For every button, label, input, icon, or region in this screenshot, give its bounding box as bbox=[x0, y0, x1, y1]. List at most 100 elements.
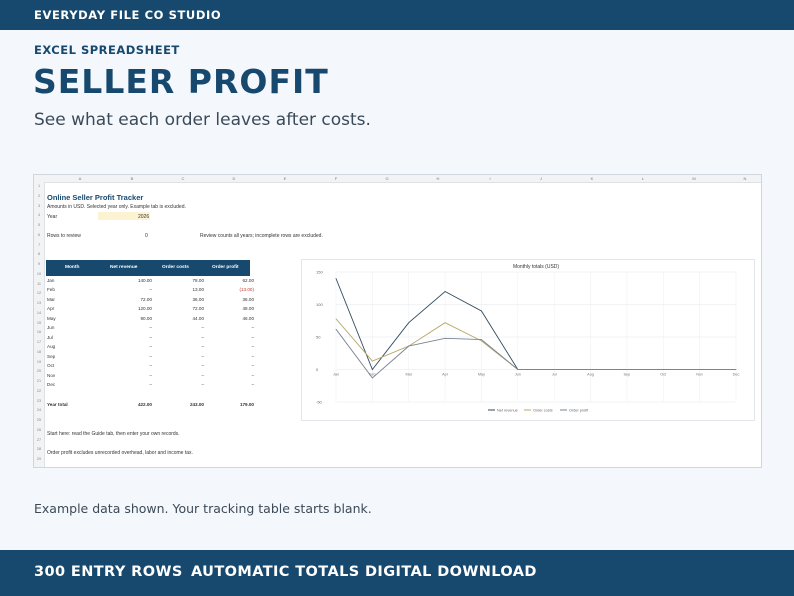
x-tick-label: Jan bbox=[333, 373, 339, 377]
column-header-bar: A B C D E F G H I J K L M N bbox=[34, 175, 761, 183]
table-header: Month Net revenue Order costs Order prof… bbox=[46, 260, 250, 276]
order-profit-cell: 36.00 bbox=[242, 296, 255, 302]
footnote: Example data shown. Your tracking table … bbox=[34, 501, 372, 516]
column-letter-n: N bbox=[743, 176, 747, 181]
x-tick-label: Nov bbox=[696, 373, 703, 377]
data-point bbox=[517, 369, 519, 370]
row-number: 7 bbox=[37, 242, 41, 247]
net-revenue-cell: – bbox=[149, 325, 152, 331]
data-point bbox=[662, 369, 664, 370]
series-line-order-costs bbox=[335, 318, 736, 370]
y-tick-label: 100 bbox=[316, 302, 323, 307]
order-profit-cell: – bbox=[251, 363, 254, 369]
table-row[interactable]: Jan 140.00 78.00 62.00 bbox=[46, 276, 254, 285]
table-row[interactable]: Nov – – – bbox=[46, 371, 254, 380]
legend-label: Net revenue bbox=[497, 409, 518, 413]
series-line-net-revenue bbox=[335, 278, 736, 371]
data-point bbox=[553, 369, 555, 370]
month-cell: Dec bbox=[47, 381, 56, 387]
y-tick-label: -50 bbox=[316, 400, 323, 405]
total-row[interactable]: Year total 422.00 243.00 179.00 bbox=[46, 400, 254, 409]
row-number: 17 bbox=[36, 340, 42, 344]
row-number: 9 bbox=[37, 262, 41, 266]
table-row[interactable]: Apr 120.00 72.00 48.00 bbox=[46, 304, 254, 313]
column-letter-h: H bbox=[436, 176, 440, 181]
year-value[interactable]: 2026 bbox=[138, 214, 150, 220]
order-profit-cell: 46.00 bbox=[242, 315, 255, 321]
month-cell: Jul bbox=[47, 334, 53, 340]
order-profit-cell: – bbox=[251, 353, 254, 359]
row-number: 28 bbox=[36, 447, 42, 452]
feature-automatic-totals: AUTOMATIC TOTALS bbox=[191, 564, 360, 580]
brand-name: EVERYDAY FILE CO STUDIO bbox=[34, 8, 222, 22]
row-number: 11 bbox=[37, 281, 41, 286]
column-letter-g: G bbox=[385, 176, 389, 181]
table-row[interactable]: Feb – 13.00 (13.00) bbox=[46, 285, 254, 294]
x-tick-label: Mar bbox=[405, 373, 412, 377]
feature-banner: 300 ENTRY ROWS AUTOMATIC TOTALS DIGITAL … bbox=[0, 550, 794, 596]
column-letter-b: B bbox=[130, 176, 134, 181]
net-revenue-cell: – bbox=[149, 363, 152, 369]
net-revenue-cell: – bbox=[149, 353, 152, 359]
data-point bbox=[481, 310, 482, 312]
order-costs-cell: 13.00 bbox=[192, 287, 205, 293]
year-input-cell[interactable] bbox=[98, 212, 150, 220]
row-number: 27 bbox=[36, 437, 42, 442]
page-title: SELLER PROFIT bbox=[33, 62, 329, 101]
table-row[interactable]: May 90.00 44.00 46.00 bbox=[46, 314, 254, 323]
x-tick-label: Jul bbox=[552, 373, 557, 377]
month-cell: Nov bbox=[47, 372, 56, 378]
data-point bbox=[372, 360, 373, 362]
order-costs-cell: – bbox=[201, 334, 204, 340]
row-number: 26 bbox=[36, 427, 42, 432]
table-row[interactable]: Aug – – – bbox=[46, 342, 254, 351]
order-costs-cell: – bbox=[201, 372, 204, 378]
row-number: 12 bbox=[36, 291, 42, 296]
table-row[interactable]: Sep – – – bbox=[46, 352, 254, 361]
year-label: Year bbox=[47, 214, 58, 220]
monthly-totals-chart: Monthly totals (USD) 150 100 50 0 -50 Jan Feb Ma… bbox=[301, 259, 755, 421]
net-revenue-cell: – bbox=[149, 381, 152, 387]
row-number: 2 bbox=[37, 193, 41, 198]
column-letter-l: L bbox=[641, 176, 645, 181]
net-revenue-cell: – bbox=[149, 287, 152, 293]
table-row[interactable]: Jun – – – bbox=[46, 323, 254, 332]
order-costs-cell: 44.00 bbox=[192, 315, 205, 321]
review-value: 0 bbox=[145, 233, 148, 239]
column-letter-k: K bbox=[590, 176, 594, 181]
row-header-bar: 1 2 3 4 5 6 7 8 9 10 11 12 13 14 15 16 17 18 19 20 21 22 23 24 2… bbox=[34, 182, 45, 467]
x-tick-label: Jun bbox=[515, 373, 521, 377]
order-costs-cell: 243.00 bbox=[189, 402, 204, 407]
profit-note: Order profit excludes unrecorded overhea… bbox=[47, 450, 193, 456]
order-costs-cell: 72.00 bbox=[192, 306, 205, 312]
order-profit-cell: – bbox=[251, 381, 254, 387]
start-note: Start here: read the Guide tab, then ent… bbox=[47, 431, 180, 437]
table-row[interactable]: Jul – – – bbox=[46, 333, 254, 342]
order-costs-cell: 36.00 bbox=[192, 296, 205, 302]
y-tick-label: 150 bbox=[316, 270, 323, 275]
row-number: 19 bbox=[36, 359, 42, 364]
y-tick-label: 50 bbox=[316, 335, 321, 340]
product-type: EXCEL SPREADSHEET bbox=[34, 43, 180, 57]
row-number: 6 bbox=[37, 232, 41, 237]
row-number: 25 bbox=[36, 418, 42, 422]
column-letter-m: M bbox=[692, 176, 696, 181]
order-costs-cell: – bbox=[201, 363, 204, 369]
header-net-revenue: Net revenue bbox=[110, 265, 138, 270]
review-label: Rows to review bbox=[47, 233, 81, 239]
header-order-profit: Order profit bbox=[212, 265, 239, 270]
column-letter-i: I bbox=[489, 176, 491, 181]
net-revenue-cell: – bbox=[149, 372, 152, 378]
feature-digital-download: DIGITAL DOWNLOAD bbox=[365, 564, 537, 580]
table-row[interactable]: Mar 72.00 36.00 36.00 bbox=[46, 295, 254, 304]
data-point bbox=[335, 318, 337, 320]
table-row[interactable]: Oct – – – bbox=[46, 361, 254, 370]
column-letter-d: D bbox=[232, 176, 236, 181]
month-cell: Oct bbox=[47, 363, 55, 369]
table-row[interactable]: Dec – – – bbox=[46, 380, 254, 389]
row-number: 8 bbox=[37, 252, 41, 257]
net-revenue-cell: 140.00 bbox=[137, 278, 152, 283]
month-cell: Year total bbox=[47, 402, 68, 407]
x-tick-label: Feb bbox=[369, 373, 376, 377]
